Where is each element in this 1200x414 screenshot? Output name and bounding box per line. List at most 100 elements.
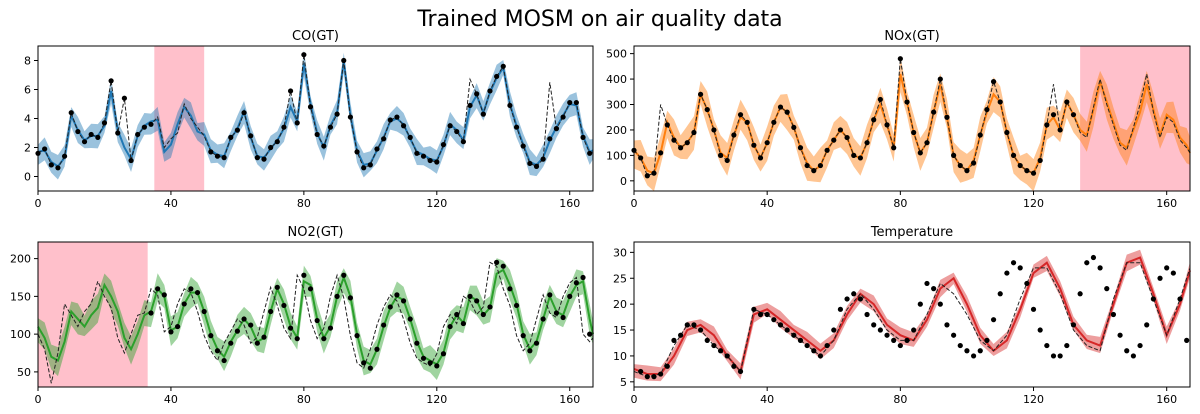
- data-point: [1037, 327, 1043, 333]
- data-point: [970, 353, 977, 359]
- data-point: [764, 311, 770, 318]
- data-point: [931, 286, 937, 292]
- data-point: [957, 342, 963, 349]
- data-point: [724, 353, 730, 359]
- data-point: [307, 104, 314, 110]
- data-point: [1184, 337, 1190, 343]
- data-point: [824, 342, 830, 349]
- data-point: [777, 104, 784, 110]
- data-point: [560, 314, 566, 321]
- data-point: [587, 331, 593, 337]
- data-point: [691, 322, 697, 328]
- data-point: [658, 371, 664, 377]
- data-point: [937, 301, 943, 307]
- data-point: [1024, 168, 1030, 174]
- data-point: [844, 296, 850, 302]
- data-point: [474, 91, 480, 97]
- data-point: [394, 292, 400, 298]
- data-point: [711, 342, 717, 349]
- data-point: [128, 157, 134, 164]
- x-tick-label: 80: [893, 393, 907, 406]
- subplot-3: NO2(GT) 0 40 80 120 160 50 100 150 200: [10, 225, 594, 406]
- data-point: [527, 348, 533, 354]
- data-point: [440, 142, 447, 148]
- data-point: [95, 134, 101, 140]
- data-point: [1044, 122, 1050, 128]
- data-point: [48, 162, 54, 168]
- data-point: [904, 337, 910, 343]
- data-point: [447, 123, 453, 129]
- data-point: [414, 150, 420, 156]
- data-point: [560, 114, 566, 120]
- data-point: [917, 150, 923, 156]
- y-tick-label: 2: [24, 142, 31, 155]
- x-tick-label: 80: [297, 197, 311, 210]
- data-point: [168, 329, 174, 335]
- data-point: [1110, 311, 1117, 318]
- data-point: [414, 340, 420, 346]
- y-tick-label: 20: [613, 298, 627, 311]
- data-point: [248, 322, 254, 328]
- data-point: [188, 286, 194, 292]
- data-point: [1050, 112, 1057, 118]
- data-point: [1057, 127, 1063, 133]
- data-point: [387, 304, 393, 310]
- data-point: [221, 155, 227, 161]
- data-point: [957, 162, 963, 169]
- data-point: [341, 57, 347, 64]
- data-point: [817, 162, 824, 169]
- x-tick-label: 80: [297, 393, 311, 406]
- subplot-title: Temperature: [870, 225, 953, 240]
- confidence-band: [38, 50, 593, 180]
- observed-points: [638, 254, 1190, 380]
- data-point: [174, 323, 181, 330]
- data-point: [857, 296, 863, 302]
- data-point: [361, 165, 367, 171]
- data-point: [791, 332, 797, 338]
- data-point: [1124, 348, 1130, 354]
- data-point: [141, 124, 147, 130]
- data-point: [434, 159, 440, 165]
- data-point: [664, 122, 670, 128]
- data-point: [567, 99, 573, 106]
- x-tick-label: 80: [893, 197, 907, 210]
- data-point: [281, 124, 287, 130]
- data-point: [254, 340, 260, 346]
- data-point: [161, 292, 167, 298]
- observed-points: [631, 56, 1077, 179]
- data-point: [704, 337, 710, 343]
- data-point: [381, 136, 387, 142]
- data-point: [717, 152, 724, 158]
- data-point: [717, 348, 724, 354]
- data-point: [420, 355, 427, 361]
- data-point: [764, 140, 770, 146]
- data-point: [1010, 260, 1017, 266]
- data-point: [327, 325, 334, 331]
- data-point: [984, 337, 990, 343]
- data-point: [381, 322, 387, 328]
- subplot-2: NOx(GT) 0 40 80 120 160 0 100 200 300 400 500: [606, 29, 1191, 210]
- data-point: [427, 360, 433, 366]
- y-tick-label: 150: [10, 290, 31, 303]
- data-point: [301, 52, 307, 58]
- data-point: [891, 337, 897, 343]
- data-point: [757, 155, 764, 161]
- data-point: [984, 106, 990, 113]
- data-point: [387, 117, 393, 123]
- data-point: [970, 160, 977, 166]
- data-point: [500, 63, 506, 69]
- data-point: [990, 79, 997, 85]
- data-point: [1070, 112, 1077, 118]
- data-point: [678, 332, 684, 338]
- y-tick-label: 5: [620, 376, 627, 389]
- data-point: [784, 109, 790, 115]
- y-tick-label: 4: [24, 113, 31, 126]
- data-point: [1017, 162, 1023, 169]
- data-point: [287, 325, 294, 331]
- data-point: [507, 286, 513, 292]
- data-point: [241, 110, 247, 116]
- confidence-band: [634, 249, 1190, 382]
- data-point: [327, 124, 334, 130]
- data-point: [1037, 157, 1043, 164]
